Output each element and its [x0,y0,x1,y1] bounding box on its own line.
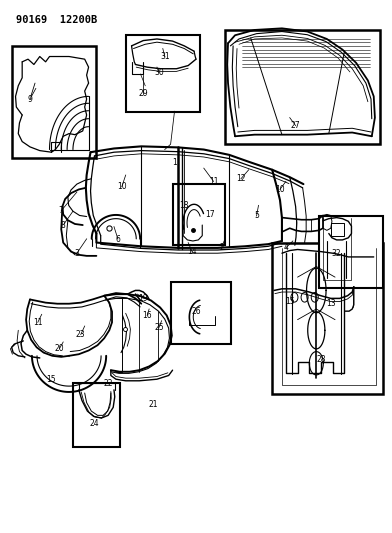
Text: 28: 28 [316,355,326,364]
Text: 27: 27 [291,121,300,130]
Text: 10: 10 [117,182,127,191]
FancyBboxPatch shape [272,243,383,394]
Text: 17: 17 [205,210,214,219]
FancyBboxPatch shape [171,282,231,344]
Text: 3: 3 [74,249,79,258]
Text: 24: 24 [90,419,99,428]
Text: 10: 10 [275,185,285,194]
Text: 25: 25 [154,323,164,332]
Text: 7: 7 [59,206,64,215]
Text: 21: 21 [148,400,158,409]
Text: 15: 15 [285,296,294,305]
Text: 11: 11 [33,318,43,327]
Text: 13: 13 [326,299,336,308]
FancyBboxPatch shape [225,30,379,144]
Text: 14: 14 [187,247,197,256]
Text: 90169  12200B: 90169 12200B [16,15,98,25]
Text: 31: 31 [160,52,170,61]
Text: 9: 9 [27,94,33,103]
Text: 19: 19 [138,294,148,303]
Text: 26: 26 [191,307,201,316]
Text: 11: 11 [209,177,218,186]
Text: 16: 16 [142,311,152,320]
Text: 1: 1 [172,158,177,167]
Text: 23: 23 [76,330,85,339]
Text: 18: 18 [179,201,188,210]
Text: 20: 20 [54,344,64,353]
Text: 6: 6 [115,236,120,245]
Text: 2: 2 [219,244,224,253]
Text: 8: 8 [61,221,65,230]
Text: 5: 5 [254,212,259,221]
Text: 12: 12 [236,174,246,183]
FancyBboxPatch shape [172,184,225,245]
FancyBboxPatch shape [13,46,96,158]
Text: 32: 32 [332,249,341,258]
Text: 4: 4 [283,244,288,253]
Text: 30: 30 [154,68,164,77]
FancyBboxPatch shape [319,216,383,288]
FancyBboxPatch shape [126,35,200,112]
FancyBboxPatch shape [73,383,120,447]
Text: 22: 22 [103,379,113,388]
Text: 15: 15 [47,375,56,384]
Text: 29: 29 [138,89,148,98]
